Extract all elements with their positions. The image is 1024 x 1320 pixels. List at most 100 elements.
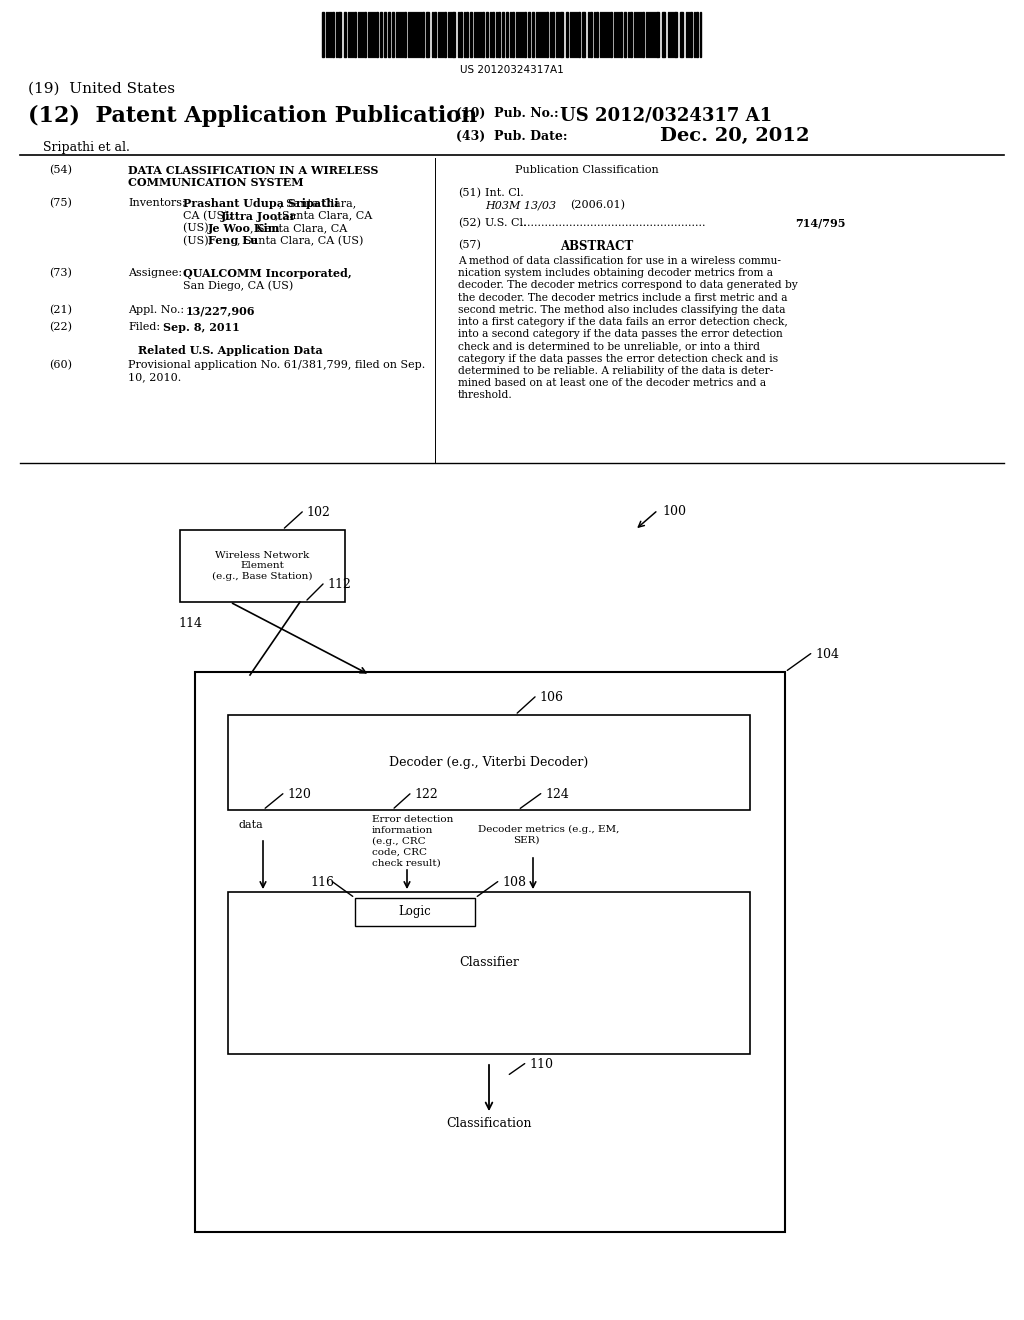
Text: Logic: Logic xyxy=(398,906,431,919)
Text: information: information xyxy=(372,826,433,836)
Bar xyxy=(674,12,677,57)
Text: Error detection: Error detection xyxy=(372,814,454,824)
Text: Publication Classification: Publication Classification xyxy=(515,165,658,176)
Text: Feng Lu: Feng Lu xyxy=(208,235,258,247)
Text: Je Woo Kim: Je Woo Kim xyxy=(208,223,281,234)
Text: Provisional application No. 61/381,799, filed on Sep.: Provisional application No. 61/381,799, … xyxy=(128,360,425,370)
Text: 108: 108 xyxy=(502,876,526,888)
Bar xyxy=(466,12,468,57)
Bar xyxy=(506,12,508,57)
Text: (19)  United States: (19) United States xyxy=(28,82,175,96)
Text: 120: 120 xyxy=(287,788,311,801)
Text: Decoder (e.g., Viterbi Decoder): Decoder (e.g., Viterbi Decoder) xyxy=(389,756,589,770)
Bar xyxy=(482,12,484,57)
Text: , Santa Clara, CA (US): , Santa Clara, CA (US) xyxy=(238,235,364,246)
Text: the decoder. The decoder metrics include a first metric and a: the decoder. The decoder metrics include… xyxy=(458,293,787,302)
Text: Classifier: Classifier xyxy=(459,956,519,969)
Bar xyxy=(332,12,334,57)
Text: 100: 100 xyxy=(662,506,686,517)
Text: 116: 116 xyxy=(310,876,334,888)
Bar xyxy=(228,892,750,1053)
Text: 124: 124 xyxy=(545,788,569,801)
Text: ABSTRACT: ABSTRACT xyxy=(560,240,633,253)
Text: 122: 122 xyxy=(414,788,437,801)
Bar xyxy=(180,531,345,602)
Bar xyxy=(388,12,390,57)
Bar xyxy=(470,12,472,57)
Bar xyxy=(596,12,598,57)
Text: Sripathi et al.: Sripathi et al. xyxy=(43,141,130,154)
Text: Related U.S. Application Data: Related U.S. Application Data xyxy=(138,345,323,356)
Bar xyxy=(620,12,622,57)
Text: , Santa Clara, CA: , Santa Clara, CA xyxy=(274,210,372,220)
Text: Jittra Jootar: Jittra Jootar xyxy=(220,210,296,222)
Text: , Santa Clara, CA: , Santa Clara, CA xyxy=(250,223,347,234)
Text: check result): check result) xyxy=(372,859,440,869)
Text: 104: 104 xyxy=(815,648,839,661)
Text: (21): (21) xyxy=(49,305,72,315)
Bar xyxy=(680,12,683,57)
Bar xyxy=(434,12,436,57)
Text: Filed:: Filed: xyxy=(128,322,160,333)
Text: nication system includes obtaining decoder metrics from a: nication system includes obtaining decod… xyxy=(458,268,773,279)
Text: (52): (52) xyxy=(458,218,481,228)
Text: 102: 102 xyxy=(306,506,330,519)
Text: U.S. Cl.: U.S. Cl. xyxy=(485,218,526,228)
Bar xyxy=(452,12,455,57)
Bar xyxy=(384,12,386,57)
Bar xyxy=(690,12,692,57)
Text: Decoder metrics (e.g., EM,: Decoder metrics (e.g., EM, xyxy=(478,825,620,834)
Bar xyxy=(696,12,698,57)
Bar xyxy=(578,12,580,57)
Bar xyxy=(630,12,632,57)
Bar xyxy=(502,12,504,57)
Text: 10, 2010.: 10, 2010. xyxy=(128,372,181,381)
Bar xyxy=(590,12,592,57)
Text: (12)  Patent Application Publication: (12) Patent Application Publication xyxy=(28,106,477,127)
Text: check and is determined to be unreliable, or into a third: check and is determined to be unreliable… xyxy=(458,342,760,351)
Text: San Diego, CA (US): San Diego, CA (US) xyxy=(183,281,293,292)
Text: (73): (73) xyxy=(49,268,72,279)
Text: Wireless Network
Element
(e.g., Base Station): Wireless Network Element (e.g., Base Sta… xyxy=(212,550,312,581)
Text: (22): (22) xyxy=(49,322,72,333)
Text: (10)  Pub. No.:: (10) Pub. No.: xyxy=(456,107,559,120)
Text: determined to be reliable. A reliability of the data is deter-: determined to be reliable. A reliability… xyxy=(458,366,773,376)
Bar xyxy=(426,12,429,57)
Bar xyxy=(344,12,346,57)
Text: category if the data passes the error detection check and is: category if the data passes the error de… xyxy=(458,354,778,363)
Bar xyxy=(322,12,324,57)
Text: (60): (60) xyxy=(49,360,72,371)
Bar xyxy=(498,12,500,57)
Text: .....................................................: ........................................… xyxy=(520,218,706,228)
Bar xyxy=(354,12,356,57)
Text: into a first category if the data fails an error detection check,: into a first category if the data fails … xyxy=(458,317,787,327)
Text: Prashant Udupa Sripathi: Prashant Udupa Sripathi xyxy=(183,198,339,209)
Bar xyxy=(338,12,341,57)
Text: (e.g., CRC: (e.g., CRC xyxy=(372,837,426,846)
Bar xyxy=(662,12,665,57)
Bar xyxy=(582,12,585,57)
Bar xyxy=(566,12,568,57)
Text: data: data xyxy=(239,820,263,830)
Bar xyxy=(404,12,406,57)
Text: US 2012/0324317 A1: US 2012/0324317 A1 xyxy=(560,107,772,125)
Bar xyxy=(546,12,548,57)
Text: Int. Cl.: Int. Cl. xyxy=(485,187,523,198)
Bar xyxy=(528,12,530,57)
Text: Sep. 8, 2011: Sep. 8, 2011 xyxy=(163,322,240,333)
Bar xyxy=(444,12,446,57)
Bar xyxy=(560,12,563,57)
Text: US 20120324317A1: US 20120324317A1 xyxy=(460,65,564,75)
Bar xyxy=(376,12,378,57)
Text: Assignee:: Assignee: xyxy=(128,268,182,279)
Text: (43)  Pub. Date:: (43) Pub. Date: xyxy=(456,129,567,143)
Text: 112: 112 xyxy=(327,578,351,591)
Text: (51): (51) xyxy=(458,187,481,198)
Text: Classification: Classification xyxy=(446,1117,531,1130)
Bar xyxy=(355,898,475,927)
Bar xyxy=(228,715,750,810)
Text: (54): (54) xyxy=(49,165,72,176)
Bar xyxy=(195,672,785,1232)
Text: mined based on at least one of the decoder metrics and a: mined based on at least one of the decod… xyxy=(458,378,766,388)
Text: DATA CLASSIFICATION IN A WIRELESS: DATA CLASSIFICATION IN A WIRELESS xyxy=(128,165,379,176)
